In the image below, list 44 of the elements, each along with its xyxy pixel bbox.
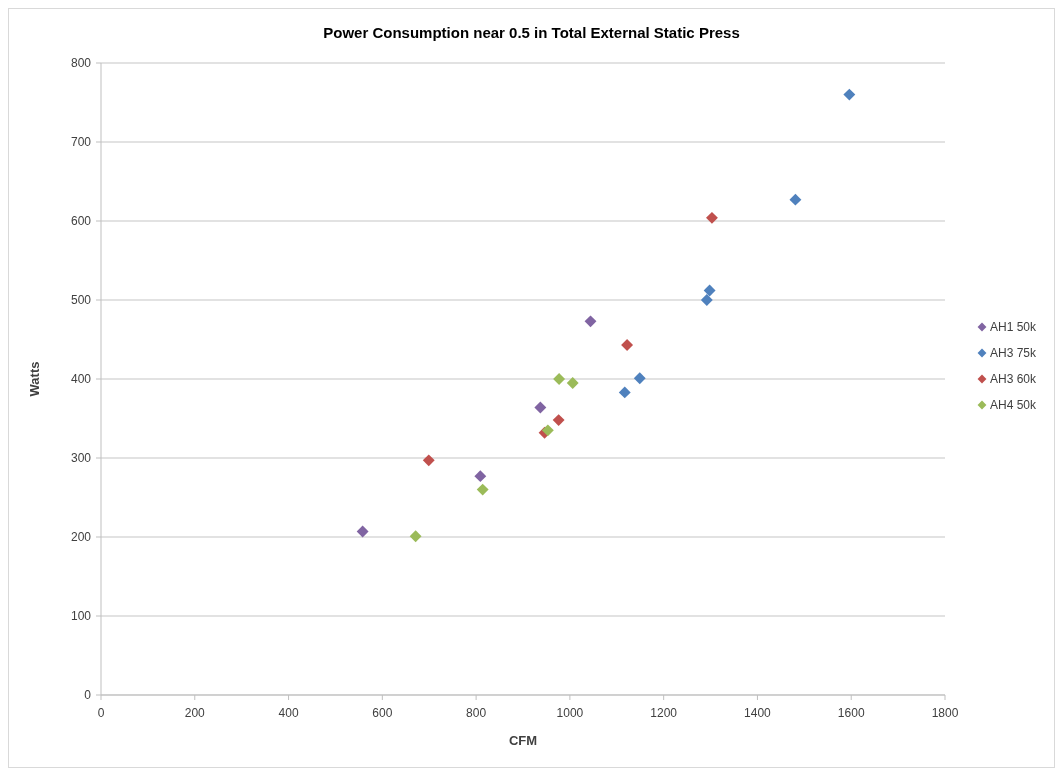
point xyxy=(618,386,631,399)
x-tick-label: 200 xyxy=(184,706,206,720)
legend-label: AH4 50k xyxy=(990,398,1038,413)
x-tick-label: 800 xyxy=(466,706,487,720)
chart-title: Power Consumption near 0.5 in Total External Static Press xyxy=(323,24,740,41)
legend-label: AH3 60k xyxy=(990,372,1038,387)
y-tick-label: 600 xyxy=(70,214,92,229)
y-tick-label: 100 xyxy=(70,609,92,624)
x-tick-label: 1800 xyxy=(931,706,959,720)
point xyxy=(474,470,487,483)
y-tick-label: 200 xyxy=(70,530,92,545)
legend-label: AH3 75k xyxy=(990,346,1038,361)
point xyxy=(534,401,547,414)
legend-label: AH1 50k xyxy=(990,320,1038,335)
point xyxy=(476,483,489,496)
x-tick-label: 1200 xyxy=(650,706,678,720)
x-axis-title: CFM xyxy=(508,733,538,748)
y-tick-label: 400 xyxy=(70,372,92,387)
x-tick-label: 1600 xyxy=(837,706,865,720)
point xyxy=(356,525,369,538)
point xyxy=(843,88,856,101)
y-tick-label: 0 xyxy=(84,688,92,703)
point xyxy=(633,372,646,385)
point xyxy=(700,294,713,306)
point xyxy=(422,454,435,467)
point xyxy=(552,414,565,427)
x-tick-label: 400 xyxy=(278,706,299,720)
point xyxy=(566,377,579,389)
y-tick-label: 500 xyxy=(70,293,92,308)
x-tick-label: 0 xyxy=(97,706,105,720)
point xyxy=(553,373,566,385)
x-tick-label: 1000 xyxy=(556,706,584,720)
point xyxy=(703,284,716,297)
y-tick-label: 700 xyxy=(70,135,92,150)
point xyxy=(409,530,422,543)
y-tick-label: 800 xyxy=(70,56,92,71)
x-tick-label: 600 xyxy=(372,706,393,720)
y-tick-label: 300 xyxy=(70,451,92,466)
point xyxy=(789,193,802,206)
y-axis-title: Watts xyxy=(27,361,42,397)
point xyxy=(584,315,597,328)
point xyxy=(621,339,634,351)
x-tick-label: 1400 xyxy=(744,706,772,720)
point xyxy=(706,211,718,224)
